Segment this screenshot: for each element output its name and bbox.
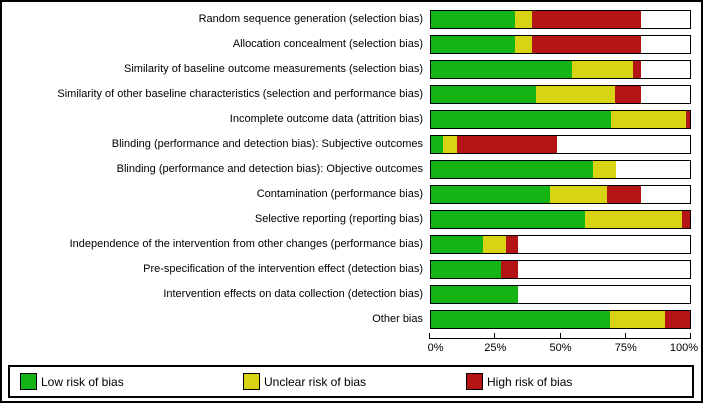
bias-row: Selective reporting (reporting bias) [3, 210, 691, 229]
low-risk-segment [431, 311, 610, 328]
legend-item-high-risk: High risk of bias [466, 367, 572, 396]
unclear-risk-segment [611, 111, 687, 128]
stacked-bar [430, 60, 691, 79]
axis-tick-label: 50% [549, 342, 572, 354]
stacked-bar [430, 110, 691, 129]
legend-label: Unclear risk of bias [264, 374, 367, 389]
low-risk-segment [431, 161, 593, 178]
row-label: Allocation concealment (selection bias) [232, 38, 423, 50]
x-axis-line [430, 338, 691, 339]
bias-rows: Random sequence generation (selection bi… [3, 10, 691, 335]
axis-tick [559, 333, 561, 339]
stacked-bar [430, 285, 691, 304]
legend-item-unclear-risk: Unclear risk of bias [243, 367, 366, 396]
x-axis: 0% 25% 50% 75% 100% [427, 333, 698, 357]
row-label: Independence of the intervention from ot… [69, 238, 423, 250]
high-risk-segment [665, 311, 690, 328]
low-risk-segment [431, 136, 443, 153]
low-risk-segment [431, 261, 501, 278]
stacked-bar [430, 10, 691, 29]
bias-row: Contamination (performance bias) [3, 185, 691, 204]
bias-row: Pre-specification of the intervention ef… [3, 260, 691, 279]
bias-row: Blinding (performance and detection bias… [3, 135, 691, 154]
row-label: Similarity of baseline outcome measureme… [124, 63, 423, 75]
high-risk-segment [532, 11, 641, 28]
bias-row: Intervention effects on data collection … [3, 285, 691, 304]
low-risk-segment [431, 11, 516, 28]
stacked-bar [430, 85, 691, 104]
bias-row: Random sequence generation (selection bi… [3, 10, 691, 29]
stacked-bar [430, 310, 691, 329]
unclear-risk-segment [535, 86, 615, 103]
unclear-risk-segment [482, 236, 507, 253]
bias-row: Independence of the intervention from ot… [3, 235, 691, 254]
row-label: Incomplete outcome data (attrition bias) [229, 113, 423, 125]
axis-tick [494, 333, 496, 339]
high-risk-segment [506, 236, 518, 253]
legend-item-low-risk: Low risk of bias [20, 367, 124, 396]
high-risk-segment [532, 36, 641, 53]
row-label: Intervention effects on data collection … [163, 288, 423, 300]
bias-row: Other bias [3, 310, 691, 329]
legend: Low risk of bias Unclear risk of bias High… [8, 365, 694, 398]
low-risk-segment [431, 86, 536, 103]
legend-label: Low risk of bias [41, 374, 124, 389]
unclear-risk-segment [442, 136, 457, 153]
axis-tick [429, 333, 430, 339]
unclear-risk-segment [515, 36, 532, 53]
axis-tick-label: 100% [669, 342, 699, 354]
row-label: Random sequence generation (selection bi… [198, 13, 423, 25]
row-label: Similarity of other baseline characteris… [57, 88, 423, 100]
stacked-bar [430, 210, 691, 229]
bias-row: Similarity of baseline outcome measureme… [3, 60, 691, 79]
unclear-risk-segment [572, 61, 633, 78]
high-risk-segment [686, 111, 690, 128]
unclear-risk-segment [550, 186, 608, 203]
high-risk-segment [633, 61, 641, 78]
high-risk-segment [614, 86, 641, 103]
axis-tick [624, 333, 626, 339]
low-risk-segment [431, 61, 573, 78]
axis-tick-label: 75% [614, 342, 637, 354]
low-risk-segment [431, 111, 611, 128]
row-label: Selective reporting (reporting bias) [254, 213, 423, 225]
bias-row: Allocation concealment (selection bias) [3, 35, 691, 54]
unclear-risk-segment [609, 311, 666, 328]
bias-row: Blinding (performance and detection bias… [3, 160, 691, 179]
stacked-bar [430, 35, 691, 54]
low-risk-segment [431, 36, 516, 53]
axis-tick-label: 0% [427, 342, 444, 354]
unclear-risk-swatch [243, 373, 260, 390]
low-risk-segment [431, 211, 586, 228]
stacked-bar [430, 160, 691, 179]
high-risk-swatch [466, 373, 483, 390]
stacked-bar [430, 260, 691, 279]
low-risk-swatch [20, 373, 37, 390]
low-risk-segment [431, 286, 518, 303]
row-label: Blinding (performance and detection bias… [111, 138, 423, 150]
axis-tick-label: 25% [484, 342, 507, 354]
low-risk-segment [431, 186, 551, 203]
row-label: Contamination (performance bias) [256, 188, 423, 200]
low-risk-segment [431, 236, 483, 253]
bias-row: Similarity of other baseline characteris… [3, 85, 691, 104]
row-label: Other bias [372, 313, 423, 325]
high-risk-segment [682, 211, 690, 228]
bias-row: Incomplete outcome data (attrition bias) [3, 110, 691, 129]
legend-label: High risk of bias [487, 374, 573, 389]
row-label: Pre-specification of the intervention ef… [143, 263, 423, 275]
stacked-bar [430, 135, 691, 154]
high-risk-segment [607, 186, 641, 203]
stacked-bar [430, 235, 691, 254]
high-risk-segment [456, 136, 557, 153]
unclear-risk-segment [592, 161, 617, 178]
unclear-risk-segment [585, 211, 683, 228]
unclear-risk-segment [515, 11, 532, 28]
axis-tick [690, 333, 691, 339]
high-risk-segment [500, 261, 518, 278]
stacked-bar [430, 185, 691, 204]
row-label: Blinding (performance and detection bias… [116, 163, 423, 175]
